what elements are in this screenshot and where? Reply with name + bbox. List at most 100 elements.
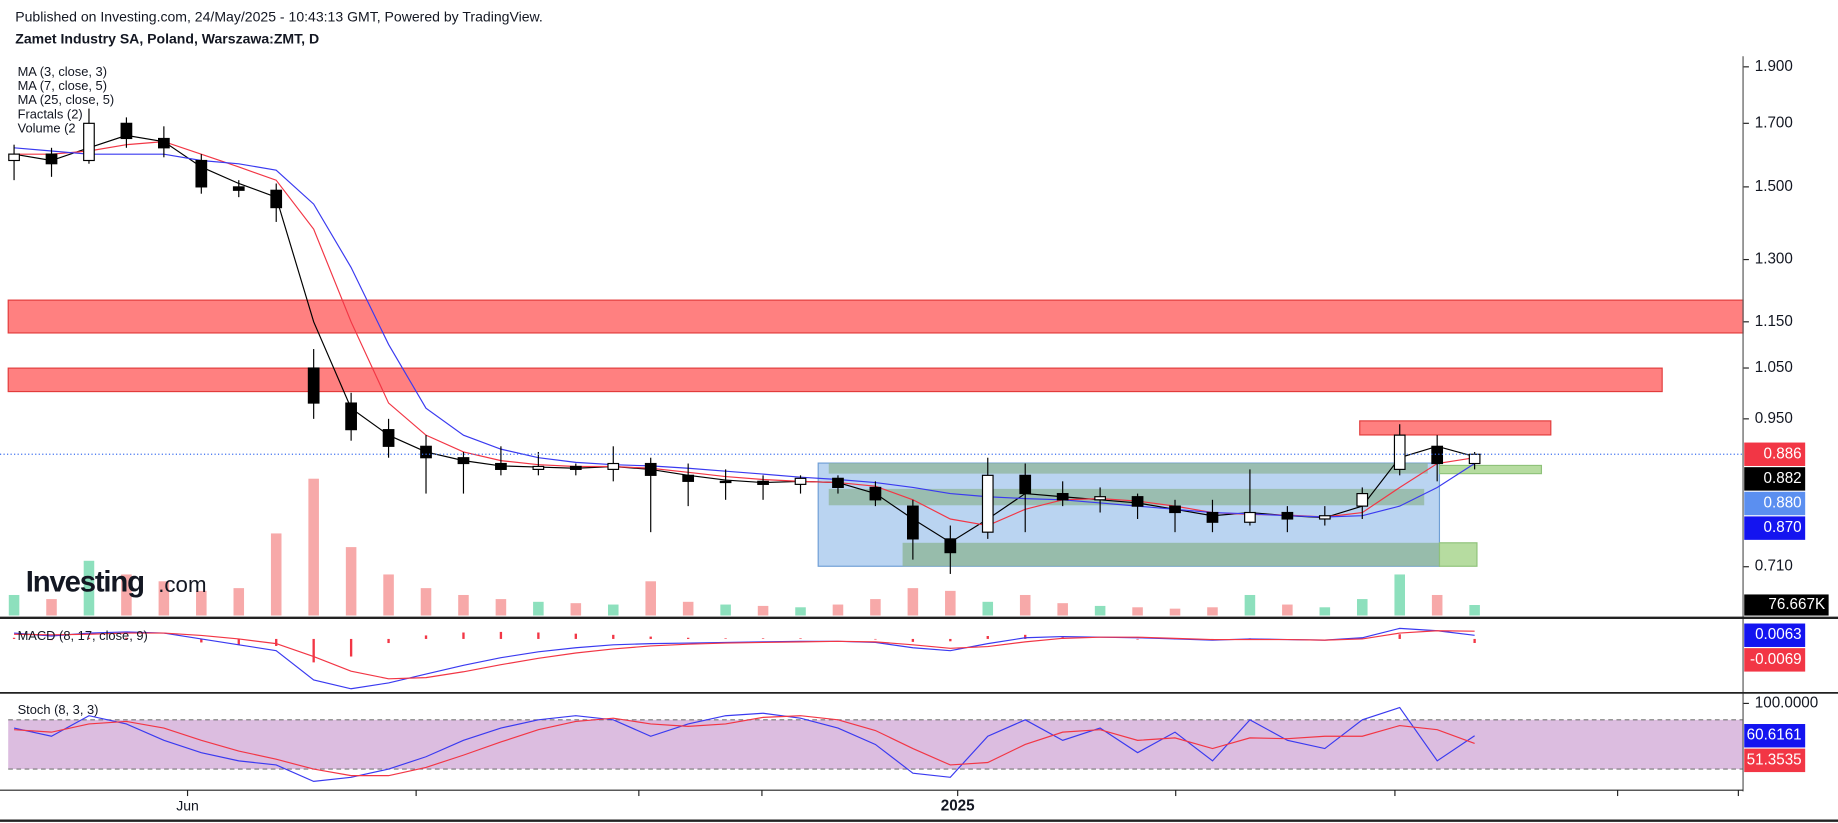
- resistance-zone: [7, 299, 1744, 334]
- candle-body: [45, 153, 58, 165]
- volume-bar: [270, 533, 282, 616]
- candle-body: [719, 480, 732, 484]
- legend-entry: Volume (2: [18, 120, 76, 135]
- candle-body: [158, 137, 170, 149]
- volume-bar: [1132, 607, 1143, 616]
- volume-bar: [720, 604, 731, 616]
- logo-suffix: .com: [158, 572, 206, 597]
- signal-line: [14, 630, 1475, 680]
- volume-bar: [1207, 607, 1218, 616]
- candle-body: [83, 122, 95, 162]
- price-label-bg: [1744, 516, 1806, 540]
- candle-body: [532, 465, 545, 470]
- volume-bar: [46, 599, 57, 616]
- published-note: Published on Investing.com, 24/May/2025 …: [15, 8, 543, 24]
- volume-bar: [570, 603, 582, 616]
- price-label: 0.882: [1764, 470, 1802, 487]
- stoch-d: [14, 715, 1475, 777]
- volume-bar: [1356, 599, 1368, 616]
- volume-bar: [495, 599, 507, 616]
- price-label-bg: [1744, 442, 1806, 466]
- candle-body: [345, 402, 357, 431]
- volume-bar: [682, 601, 694, 616]
- support-zone: [1438, 464, 1543, 475]
- stoch-legend: Stoch (8, 3, 3): [18, 702, 99, 717]
- candle-body: [1019, 474, 1032, 495]
- volume-bar: [383, 574, 394, 616]
- candle-body: [1468, 453, 1481, 465]
- support-zone: [902, 542, 1440, 567]
- price-label: -0.0069: [1750, 651, 1802, 668]
- plot-layer: 0.710 0.950 1.050 1.150 1.300 1.500 1.700 1.900…: [0, 58, 1829, 782]
- volume-label-bg: [1744, 594, 1829, 616]
- candle-body: [1393, 434, 1406, 470]
- volume-bar: [1094, 605, 1106, 616]
- stoch-k: [13, 706, 1475, 782]
- candle-body: [1131, 496, 1144, 507]
- candle-body: [794, 477, 807, 485]
- legend-entry: MA (25, close, 5): [18, 92, 115, 107]
- candle-body: [1206, 511, 1219, 523]
- volume-bar: [1169, 608, 1181, 616]
- resistance-zone: [1359, 420, 1552, 436]
- chart-title: Zamet Industry SA, Poland, Warszawa:ZMT,…: [15, 31, 319, 47]
- candle-body: [270, 189, 283, 209]
- ma-line: [14, 147, 1475, 518]
- volume-bar: [907, 588, 919, 616]
- macd-legend: MACD (8, 17, close, 9): [18, 628, 148, 643]
- candle-body: [757, 480, 769, 485]
- volume-bar: [196, 590, 207, 616]
- candle-body: [1318, 515, 1331, 520]
- volume-bar: [1319, 607, 1331, 616]
- volume-bar: [607, 604, 619, 616]
- candle-body: [1281, 511, 1294, 520]
- volume-bar: [757, 605, 769, 616]
- candle-body: [232, 186, 245, 191]
- volume-bar: [832, 604, 844, 616]
- volume-bar: [420, 588, 432, 616]
- candle-body: [457, 457, 470, 465]
- price-label: 0.870: [1764, 519, 1802, 536]
- candle-body: [120, 122, 133, 140]
- support-zone: [828, 488, 1425, 506]
- volume-bar: [345, 547, 357, 616]
- price-label: 0.880: [1764, 495, 1802, 512]
- y-tick-label: 0.710: [1755, 558, 1793, 575]
- volume-bar: [1282, 604, 1293, 616]
- candle-body: [981, 474, 994, 533]
- support-zone: [828, 463, 1428, 474]
- volume-bar: [458, 594, 469, 616]
- price-label-bg: [1744, 648, 1806, 672]
- volume-bar: [645, 581, 656, 616]
- volume-bar: [982, 601, 994, 616]
- x-tick-label: 2025: [941, 798, 975, 815]
- legend-entry: MA (3, close, 3): [18, 64, 107, 79]
- logo: Investing .com: [26, 566, 207, 599]
- volume-bar: [233, 588, 245, 616]
- price-label-bg: [1744, 748, 1806, 773]
- logo-brand: Investing: [26, 566, 144, 599]
- candle-body: [1056, 492, 1069, 501]
- price-label: 60.6161: [1747, 727, 1802, 744]
- resistance-zone: [7, 367, 1663, 393]
- price-label-bg: [1744, 467, 1806, 491]
- y-tick-label: 1.900: [1755, 58, 1793, 75]
- support-zone: [1438, 542, 1478, 567]
- candle-body: [495, 462, 507, 470]
- price-label-bg: [1744, 724, 1806, 748]
- candle-body: [832, 477, 844, 489]
- volume-bar: [1057, 603, 1068, 616]
- y-tick-label: 1.700: [1755, 114, 1793, 131]
- price-label-bg: [1744, 491, 1806, 516]
- y-tick-label: 0.950: [1755, 410, 1793, 427]
- y-tick-label: 1.500: [1755, 178, 1793, 195]
- volume-bar: [1469, 605, 1480, 616]
- candle-body: [869, 486, 882, 501]
- candle-body: [1244, 511, 1256, 523]
- candle-body: [1356, 492, 1369, 507]
- volume-bar: [870, 599, 881, 616]
- volume-bar: [158, 581, 170, 616]
